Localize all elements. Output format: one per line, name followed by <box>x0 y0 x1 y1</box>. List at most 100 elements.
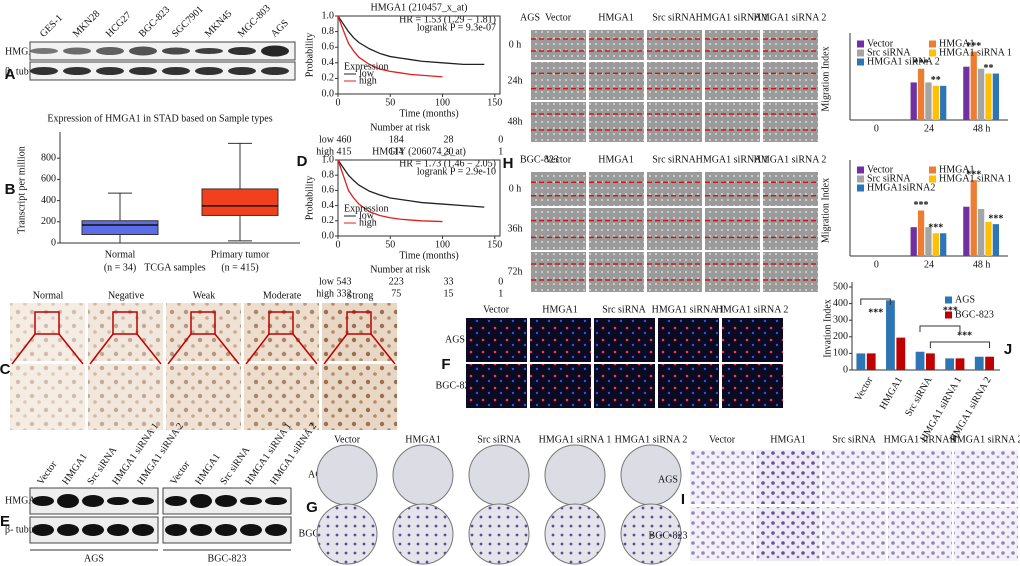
row-label: 48h <box>508 116 523 127</box>
bar <box>955 358 965 370</box>
ihc-zoom-box <box>268 311 294 335</box>
x-tick-label: 48 h <box>973 259 991 270</box>
bar <box>992 224 999 256</box>
column-label: Vector <box>483 304 510 315</box>
risk-value: 33 <box>444 276 454 287</box>
wound-image <box>763 62 818 100</box>
legend-swatch <box>857 49 864 57</box>
column-label: Src siRNA <box>602 304 646 315</box>
zoom-line <box>167 333 192 365</box>
column-label: HMGA1 siRNA 2 <box>716 304 789 315</box>
row-label: AGS <box>445 334 465 345</box>
count-label: (n = 415) <box>221 262 258 273</box>
risk-row-label: low <box>319 276 335 287</box>
risk-value: 1 <box>498 146 503 157</box>
y-tick-label: 0.0 <box>322 88 335 99</box>
wound-image <box>763 30 818 60</box>
wound-image <box>705 30 760 60</box>
legend-swatch <box>857 175 864 183</box>
y-tick-label: 200 <box>41 216 56 227</box>
zoom-line <box>11 333 36 365</box>
band <box>129 46 157 56</box>
bar <box>940 233 947 256</box>
y-tick-label: 0 <box>843 364 848 375</box>
invasion-image <box>756 450 820 504</box>
wound-image <box>705 252 760 292</box>
risk-value: 20 <box>444 146 454 157</box>
x-axis-label: Time (months) <box>399 250 458 261</box>
band <box>228 47 256 55</box>
significance: *** <box>943 306 958 317</box>
lane-label: BGC-823 <box>137 4 172 39</box>
panel-letter: D <box>297 153 308 170</box>
significance: *** <box>966 41 981 52</box>
row-label: BGC-823 <box>436 380 475 391</box>
legend-swatch <box>929 40 936 48</box>
lane-label: Vector <box>35 459 59 487</box>
fluor-image <box>658 364 719 408</box>
ihc-image <box>10 364 85 430</box>
bar <box>992 73 999 120</box>
risk-title: Number at risk <box>370 264 430 275</box>
x-tick-label: 150 <box>487 239 502 250</box>
column-label: HMGA1 siRNA 2 <box>754 154 827 165</box>
wound-image <box>589 172 644 206</box>
chart-title: HMGA1 (210457_x_at) <box>371 2 468 13</box>
bracket <box>919 325 961 332</box>
legend-label: HMGA1siRNA2 <box>867 182 935 193</box>
dish <box>316 503 378 565</box>
legend-label: HMGA1 siRNA 1 <box>939 47 1012 58</box>
risk-value: 114 <box>389 146 404 157</box>
y-tick-label: 0.0 <box>322 230 335 241</box>
band <box>195 48 223 54</box>
risk-value: 543 <box>337 276 352 287</box>
column-label: Vector <box>545 154 572 165</box>
ihc-zoom-box <box>190 311 216 335</box>
y-tick-label: 100 <box>833 348 848 359</box>
panel-letter: J <box>1004 341 1012 358</box>
band <box>57 494 79 508</box>
bar <box>896 337 906 370</box>
x-tick-label: Src siRNA <box>903 374 935 418</box>
wound-image <box>589 30 644 60</box>
band <box>228 67 256 75</box>
ihc-image <box>166 364 241 430</box>
survival-curve <box>337 159 485 208</box>
dish <box>620 503 682 565</box>
y-tick-label: 0.2 <box>322 215 335 226</box>
wound-image <box>531 102 586 142</box>
bar <box>886 300 895 370</box>
band <box>107 524 129 536</box>
significance: *** <box>928 223 943 234</box>
column-label: HMGA1 <box>542 304 578 315</box>
significance: *** <box>966 169 981 180</box>
legend-swatch <box>857 184 864 192</box>
legend-label: low <box>359 210 375 221</box>
invasion-image <box>888 450 952 504</box>
column-label: HMGA1 siRNA 1 <box>884 434 957 445</box>
band <box>215 495 237 507</box>
row-label: 36h <box>508 223 523 234</box>
invasion-image <box>822 450 886 504</box>
legend-label: high <box>359 217 377 228</box>
ihc-zoom-box <box>346 311 372 335</box>
zoom-line <box>136 333 162 365</box>
band <box>162 67 190 75</box>
column-label: Normal <box>33 290 64 301</box>
legend-swatch <box>857 166 864 174</box>
wound-image <box>647 172 702 206</box>
invasion-image <box>756 507 820 561</box>
lane-label: Vector <box>168 459 192 487</box>
bar <box>925 82 932 120</box>
chart-note: logrank P = 2.9e-10 <box>417 166 496 177</box>
legend-label: high <box>359 75 377 86</box>
x-tick-label: 100 <box>435 239 450 250</box>
wound-image <box>763 102 818 142</box>
y-tick-label: 400 <box>41 195 56 206</box>
bar <box>974 356 984 370</box>
bar <box>932 233 939 256</box>
band <box>32 496 54 506</box>
legend-swatch <box>945 311 952 319</box>
y-tick-label: 1.0 <box>322 154 335 165</box>
